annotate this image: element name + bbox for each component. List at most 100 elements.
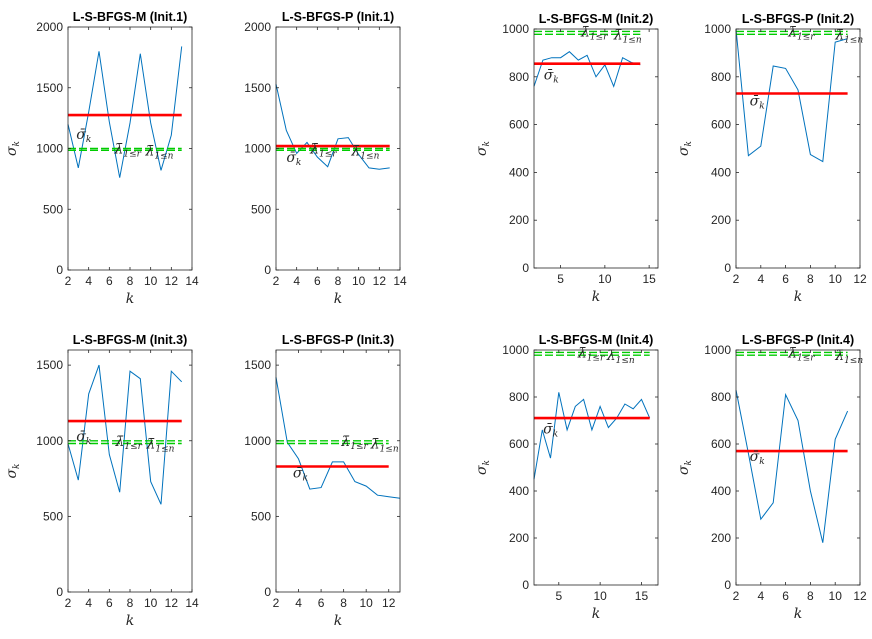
x-axis-label: k bbox=[334, 613, 342, 629]
y-tick-label: 800 bbox=[711, 70, 731, 84]
x-tick-label: 10 bbox=[144, 596, 158, 610]
y-tick-label: 200 bbox=[509, 213, 529, 227]
x-tick-label: 14 bbox=[185, 274, 199, 288]
y-tick-label: 1000 bbox=[704, 343, 731, 357]
chart-title: L-S-BFGS-P (Init.1) bbox=[282, 10, 394, 24]
lambda-r-label: λ̄1≤r bbox=[309, 142, 337, 160]
chart-title: L-S-BFGS-M (Init.4) bbox=[539, 333, 654, 347]
chart-title: L-S-BFGS-P (Init.3) bbox=[282, 333, 394, 347]
plot-area bbox=[736, 29, 860, 268]
y-tick-label: 500 bbox=[251, 509, 271, 523]
y-tick-label: 500 bbox=[43, 202, 63, 216]
x-tick-label: 8 bbox=[340, 596, 347, 610]
lambda-n-label: λ̄1≤n bbox=[834, 348, 863, 366]
x-tick-label: 2 bbox=[273, 596, 280, 610]
y-axis-label: σk bbox=[4, 463, 22, 478]
subplot-4: L-S-BFGS-P (Init.2) σ̄k λ̄1≤r λ̄1≤n 2 4 6 8 10 12… bbox=[704, 12, 867, 305]
axes-box bbox=[735, 349, 861, 586]
y-axis-label: σk bbox=[676, 460, 694, 475]
y-tick-label: 600 bbox=[509, 437, 529, 451]
y-tick-label: 400 bbox=[509, 165, 529, 179]
x-axis-label: k bbox=[794, 606, 802, 622]
axes-box bbox=[735, 28, 861, 269]
x-tick-label: 4 bbox=[85, 274, 92, 288]
y-tick-label: 0 bbox=[264, 585, 271, 599]
x-tick-label: 2 bbox=[273, 274, 280, 288]
x-tick-label: 2 bbox=[733, 589, 740, 603]
y-axis-label: σk bbox=[474, 141, 492, 156]
y-tick-label: 1500 bbox=[244, 81, 271, 95]
lambda-n-label: λ̄1≤n bbox=[613, 27, 642, 45]
mean-label: σ̄k bbox=[543, 422, 558, 440]
x-tick-label: 2 bbox=[65, 596, 72, 610]
y-tick-label: 2000 bbox=[244, 20, 271, 34]
x-tick-label: 10 bbox=[352, 274, 366, 288]
x-tick-label: 6 bbox=[106, 274, 113, 288]
x-tick-label: 14 bbox=[393, 274, 407, 288]
mean-label: σ̄k bbox=[76, 127, 91, 145]
axes-box bbox=[275, 349, 401, 593]
subplot-1: L-S-BFGS-M (Init.1) σ̄k λ̄1≤r λ̄1≤n 2 4 6 8 10 12… bbox=[4, 10, 199, 307]
y-tick-label: 1500 bbox=[36, 81, 63, 95]
subplot-7: L-S-BFGS-M (Init.4) σ̄k λ̄1≤r λ̄1≤n 5 10 15 0 20… bbox=[474, 333, 659, 622]
y-tick-label: 1000 bbox=[502, 22, 529, 36]
series-sigma bbox=[275, 377, 401, 499]
mean-label: σ̄k bbox=[750, 449, 765, 467]
plot-area bbox=[276, 350, 400, 592]
mean-label: σ̄k bbox=[286, 150, 301, 168]
lambda-r-label: λ̄1≤r bbox=[580, 24, 608, 42]
y-tick-label: 200 bbox=[711, 213, 731, 227]
x-tick-label: 6 bbox=[314, 274, 321, 288]
y-tick-label: 1000 bbox=[502, 343, 529, 357]
x-tick-label: 12 bbox=[165, 596, 179, 610]
y-tick-label: 400 bbox=[711, 165, 731, 179]
chart-title: L-S-BFGS-P (Init.4) bbox=[742, 333, 854, 347]
x-tick-label: 10 bbox=[829, 589, 843, 603]
lambda-n-label: λ̄1≤n bbox=[146, 436, 175, 454]
chart-title: L-S-BFGS-M (Init.2) bbox=[539, 12, 654, 26]
lambda-r-label: λ̄1≤r bbox=[114, 142, 142, 160]
subplot-6: L-S-BFGS-P (Init.3) σ̄k λ̄1≤r λ̄1≤n 2 4 6 8 10 12… bbox=[244, 333, 401, 629]
x-axis-label: k bbox=[794, 289, 802, 305]
x-tick-label: 12 bbox=[165, 274, 179, 288]
x-axis-label: k bbox=[592, 289, 600, 305]
chart-title: L-S-BFGS-P (Init.2) bbox=[742, 12, 854, 26]
x-tick-label: 12 bbox=[382, 596, 396, 610]
lambda-n-label: λ̄1≤n bbox=[350, 143, 379, 161]
mean-label: σ̄k bbox=[76, 429, 91, 447]
y-tick-label: 0 bbox=[56, 263, 63, 277]
y-tick-label: 500 bbox=[43, 509, 63, 523]
x-tick-label: 6 bbox=[106, 596, 113, 610]
y-tick-label: 400 bbox=[509, 484, 529, 498]
x-tick-label: 4 bbox=[295, 596, 302, 610]
x-tick-label: 8 bbox=[807, 272, 814, 286]
y-tick-label: 1500 bbox=[36, 358, 63, 372]
lambda-r-label: λ̄1≤r bbox=[115, 434, 143, 452]
y-tick-label: 1000 bbox=[244, 434, 271, 448]
lambda-r-label: λ̄1≤r bbox=[340, 434, 368, 452]
x-tick-label: 15 bbox=[635, 589, 649, 603]
y-tick-label: 0 bbox=[522, 261, 529, 275]
y-tick-label: 200 bbox=[509, 531, 529, 545]
x-tick-label: 10 bbox=[598, 272, 612, 286]
x-tick-label: 14 bbox=[185, 596, 199, 610]
y-tick-label: 0 bbox=[56, 585, 63, 599]
x-axis-label: k bbox=[334, 291, 342, 307]
plot-area bbox=[534, 350, 658, 585]
x-tick-label: 2 bbox=[65, 274, 72, 288]
y-tick-label: 400 bbox=[711, 484, 731, 498]
mean-label: σ̄k bbox=[293, 466, 308, 484]
x-tick-label: 4 bbox=[85, 596, 92, 610]
plot-area bbox=[534, 29, 658, 268]
x-tick-label: 5 bbox=[555, 589, 562, 603]
axes-box bbox=[533, 28, 659, 269]
x-axis-label: k bbox=[126, 613, 134, 629]
y-axis-label: σk bbox=[474, 460, 492, 475]
x-axis-label: k bbox=[592, 606, 600, 622]
x-tick-label: 12 bbox=[373, 274, 387, 288]
x-tick-label: 15 bbox=[642, 272, 656, 286]
x-tick-label: 10 bbox=[144, 274, 158, 288]
lambda-n-label: λ̄1≤n bbox=[145, 143, 174, 161]
subplot-5: L-S-BFGS-M (Init.3) σ̄k λ̄1≤r λ̄1≤n 2 4 6 8 10 12… bbox=[4, 333, 199, 629]
